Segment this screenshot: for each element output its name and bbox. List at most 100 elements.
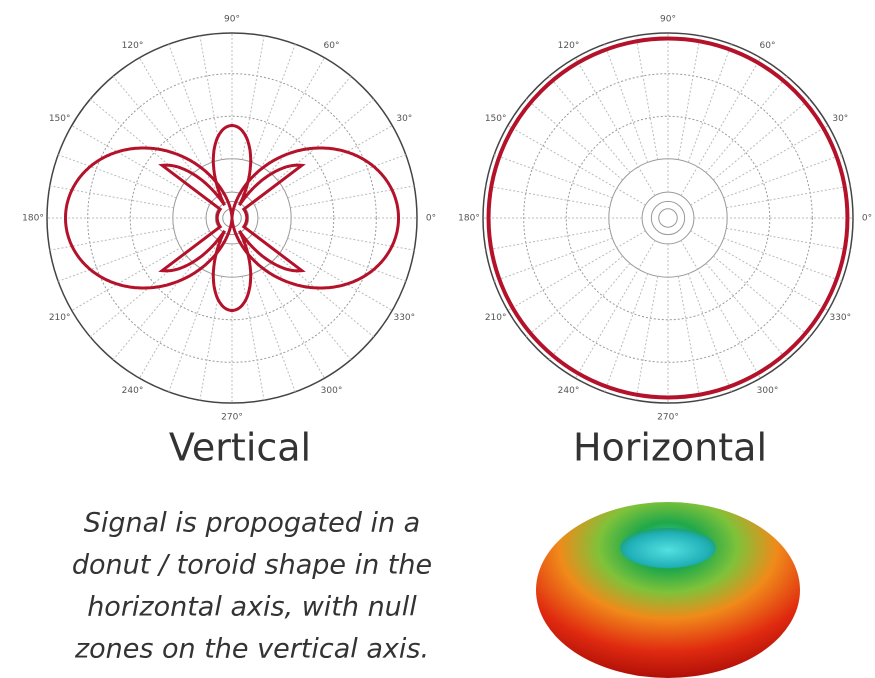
grid-spoke (508, 231, 646, 311)
radiation-pattern (489, 39, 848, 398)
grid-spoke (508, 126, 646, 206)
angle-label: 240° (558, 386, 580, 396)
grid-spoke (636, 36, 658, 160)
angle-label: 330° (393, 313, 415, 323)
grid-spoke (277, 256, 373, 337)
page: 0° 30° 60° 90° 120° 150° 180° 210° 240° 270° 300° 3… (0, 0, 875, 678)
angle-label: 120° (122, 41, 144, 51)
description-line: horizontal axis, with null (87, 592, 417, 623)
grid-spoke (90, 256, 186, 337)
description-line: zones on the vertical axis. (74, 634, 429, 665)
angle-label: 120° (558, 41, 580, 51)
grid-spoke (605, 44, 648, 162)
angle-label: 180° (22, 214, 44, 224)
grid-spoke (690, 126, 828, 206)
angle-label: 180° (458, 214, 480, 224)
grid-spoke (252, 274, 295, 392)
grid-spoke (706, 263, 787, 359)
angle-label: 270° (657, 413, 679, 423)
grid-spoke (681, 240, 761, 378)
grid-spoke (288, 155, 406, 198)
toroid (536, 502, 800, 678)
grid-spoke (636, 276, 658, 400)
angle-label: 90° (660, 15, 676, 25)
grid-spoke (688, 274, 731, 392)
grid-spoke (169, 274, 212, 392)
grid-spoke (245, 240, 325, 378)
angle-label: 210° (49, 313, 71, 323)
grid-spoke (688, 44, 731, 162)
polar-plot: 0° 30° 60° 90° 120° 150° 180° 210° 240° 270° 300° 3… (22, 15, 436, 470)
grid-circle (651, 201, 684, 234)
grid-spoke (494, 155, 612, 198)
grid-spoke (726, 228, 850, 250)
grid-spoke (242, 276, 264, 400)
grid-circle (483, 33, 853, 403)
grid-spoke (140, 58, 220, 196)
grid-spoke (200, 36, 222, 160)
grid-spoke (242, 36, 264, 160)
radiation-pattern (66, 148, 399, 288)
grid-spoke (576, 58, 656, 196)
grid-spoke (277, 99, 373, 180)
angle-label: 330° (829, 313, 851, 323)
angle-label: 90° (224, 15, 240, 25)
grid-spoke (724, 238, 842, 281)
grid-spoke (140, 240, 220, 378)
angle-label: 0° (862, 214, 872, 224)
polar-plots: 0° 30° 60° 90° 120° 150° 180° 210° 240° 270° 300° 3… (22, 15, 872, 470)
grid-spoke (690, 231, 828, 311)
grid-spoke (526, 99, 622, 180)
grid-spoke (113, 263, 194, 359)
grid-spoke (726, 186, 850, 208)
angle-label: 60° (324, 41, 340, 51)
description-line: donut / toroid shape in the (72, 550, 432, 581)
grid-spoke (678, 36, 700, 160)
angle-label: 30° (396, 114, 412, 124)
grid-spoke (526, 256, 622, 337)
grid-spoke (58, 238, 176, 281)
description-line: Signal is propogated in a (84, 508, 420, 539)
description: Signal is propogated in a donut / toroid … (72, 508, 432, 665)
grid-spoke (252, 44, 295, 162)
grid-spoke (681, 58, 761, 196)
grid-spoke (678, 276, 700, 400)
grid-spoke (494, 238, 612, 281)
grid-spoke (200, 276, 222, 400)
angle-label: 300° (321, 386, 343, 396)
grid-circle (524, 74, 813, 363)
grid-spoke (270, 76, 351, 172)
grid-spoke (58, 155, 176, 198)
grid-spoke (549, 263, 630, 359)
grid-spoke (113, 76, 194, 172)
grid-spoke (288, 238, 406, 281)
grid-spoke (486, 228, 610, 250)
polar-plot: 0° 30° 60° 90° 120° 150° 180° 210° 240° 270° 300° 3… (458, 15, 872, 470)
angle-label: 150° (485, 114, 507, 124)
angle-label: 150° (49, 114, 71, 124)
grid-circle (659, 209, 678, 228)
grid-spoke (245, 58, 325, 196)
grid-spoke (706, 76, 787, 172)
caption: Vertical (169, 426, 311, 470)
grid-spoke (713, 256, 809, 337)
angle-label: 270° (221, 413, 243, 423)
grid-spoke (605, 274, 648, 392)
grid-spoke (486, 186, 610, 208)
grid-spoke (549, 76, 630, 172)
angle-label: 240° (122, 386, 144, 396)
grid-spoke (90, 99, 186, 180)
angle-label: 60° (760, 41, 776, 51)
grid-circle (609, 159, 727, 277)
grid-spoke (576, 240, 656, 378)
grid-spoke (169, 44, 212, 162)
angle-label: 0° (426, 214, 436, 224)
grid-circle (642, 192, 694, 244)
grid-spoke (713, 99, 809, 180)
grid-spoke (270, 263, 351, 359)
angle-label: 300° (757, 386, 779, 396)
angle-label: 210° (485, 313, 507, 323)
grid-spoke (724, 155, 842, 198)
angle-label: 30° (832, 114, 848, 124)
caption: Horizontal (573, 426, 767, 470)
